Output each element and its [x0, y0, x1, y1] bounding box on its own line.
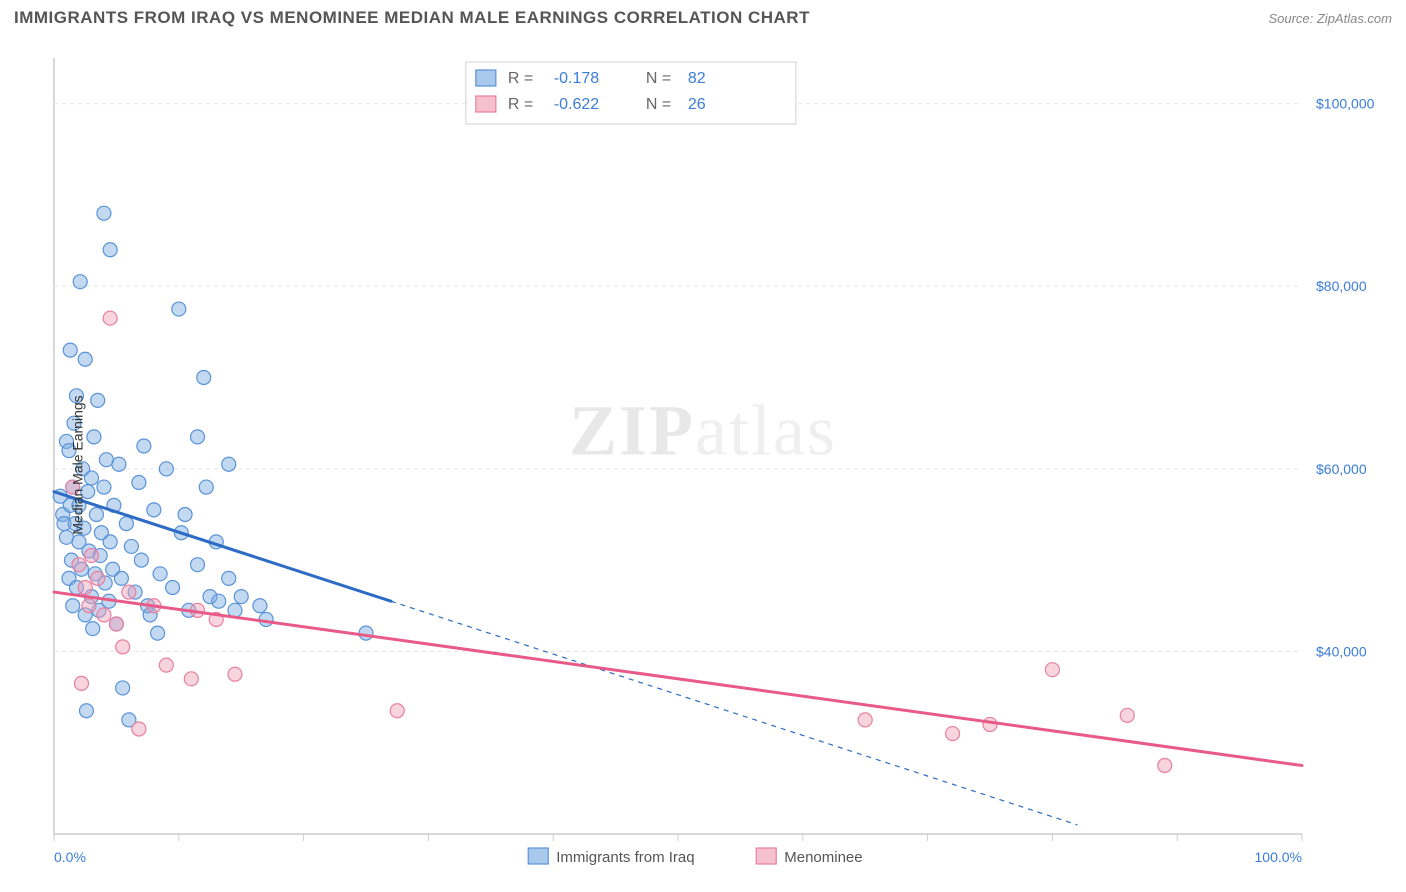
legend-r-value: -0.622: [554, 96, 599, 113]
data-point: [103, 311, 117, 325]
data-point: [197, 371, 211, 385]
data-point: [82, 599, 96, 613]
data-point: [124, 539, 138, 553]
data-point: [84, 549, 98, 563]
data-point: [122, 585, 136, 599]
data-point: [253, 599, 267, 613]
y-tick-label: $60,000: [1316, 461, 1367, 477]
data-point: [97, 480, 111, 494]
legend-n-value: 26: [688, 96, 706, 113]
y-tick-label: $40,000: [1316, 643, 1367, 659]
data-point: [116, 681, 130, 695]
data-point: [112, 457, 126, 471]
x-tick-start: 0.0%: [54, 849, 86, 865]
data-point: [91, 571, 105, 585]
data-point: [109, 617, 123, 631]
data-point: [184, 672, 198, 686]
data-point: [858, 713, 872, 727]
data-point: [983, 717, 997, 731]
x-tick-end: 100.0%: [1255, 849, 1302, 865]
data-point: [84, 471, 98, 485]
legend-n-value: 82: [688, 70, 706, 87]
legend-r-label: R =: [508, 96, 533, 113]
data-point: [66, 599, 80, 613]
chart-title: IMMIGRANTS FROM IRAQ VS MENOMINEE MEDIAN…: [14, 8, 810, 28]
data-point: [178, 507, 192, 521]
y-axis-label: Median Male Earnings: [70, 395, 86, 534]
trendline-dashed: [391, 601, 1077, 825]
data-point: [191, 558, 205, 572]
data-point: [79, 704, 93, 718]
data-point: [147, 503, 161, 517]
legend-r-value: -0.178: [554, 70, 599, 87]
data-point: [1158, 759, 1172, 773]
scatter-chart: $40,000 $60,000 $80,000 $100,000 0.0% 100.0% R…: [14, 46, 1392, 884]
chart-container: Median Male Earnings ZIPatlas $40,000$60…: [14, 46, 1392, 884]
legend-r-label: R =: [508, 70, 533, 87]
data-point: [234, 590, 248, 604]
chart-header: IMMIGRANTS FROM IRAQ VS MENOMINEE MEDIAN…: [0, 0, 1406, 32]
data-point: [132, 476, 146, 490]
data-point: [91, 393, 105, 407]
legend-swatch: [476, 70, 496, 86]
y-tick-label: $100,000: [1316, 96, 1375, 112]
data-point: [212, 594, 226, 608]
data-point: [132, 722, 146, 736]
data-point: [97, 608, 111, 622]
y-tick-label: $80,000: [1316, 278, 1367, 294]
data-point: [151, 626, 165, 640]
data-point: [86, 622, 100, 636]
data-point: [228, 667, 242, 681]
data-point: [172, 302, 186, 316]
data-point: [63, 343, 77, 357]
legend-swatch: [476, 96, 496, 112]
legend-n-label: N =: [646, 96, 671, 113]
data-point: [73, 275, 87, 289]
data-point: [74, 676, 88, 690]
data-point: [103, 243, 117, 257]
data-point: [1045, 663, 1059, 677]
data-point: [191, 430, 205, 444]
data-point: [359, 626, 373, 640]
data-point: [78, 352, 92, 366]
data-point: [103, 535, 117, 549]
data-point: [134, 553, 148, 567]
data-point: [222, 457, 236, 471]
data-point: [166, 581, 180, 595]
legend-series-label: Menominee: [784, 849, 862, 866]
data-point: [72, 558, 86, 572]
data-point: [153, 567, 167, 581]
data-point: [97, 206, 111, 220]
legend-swatch: [528, 848, 548, 864]
source-label: Source:: [1268, 11, 1316, 26]
data-point: [116, 640, 130, 654]
data-point: [159, 462, 173, 476]
data-point: [222, 571, 236, 585]
data-point: [1120, 708, 1134, 722]
data-point: [89, 507, 103, 521]
data-point: [390, 704, 404, 718]
data-point: [946, 727, 960, 741]
data-point: [137, 439, 151, 453]
data-point: [87, 430, 101, 444]
trendline-solid: [54, 592, 1302, 765]
data-point: [114, 571, 128, 585]
data-point: [78, 581, 92, 595]
legend-n-label: N =: [646, 70, 671, 87]
data-point: [119, 517, 133, 531]
legend-series-label: Immigrants from Iraq: [556, 849, 694, 866]
data-point: [199, 480, 213, 494]
data-point: [159, 658, 173, 672]
source-value: ZipAtlas.com: [1317, 11, 1392, 26]
source-attribution: Source: ZipAtlas.com: [1268, 11, 1392, 26]
legend-swatch: [756, 848, 776, 864]
